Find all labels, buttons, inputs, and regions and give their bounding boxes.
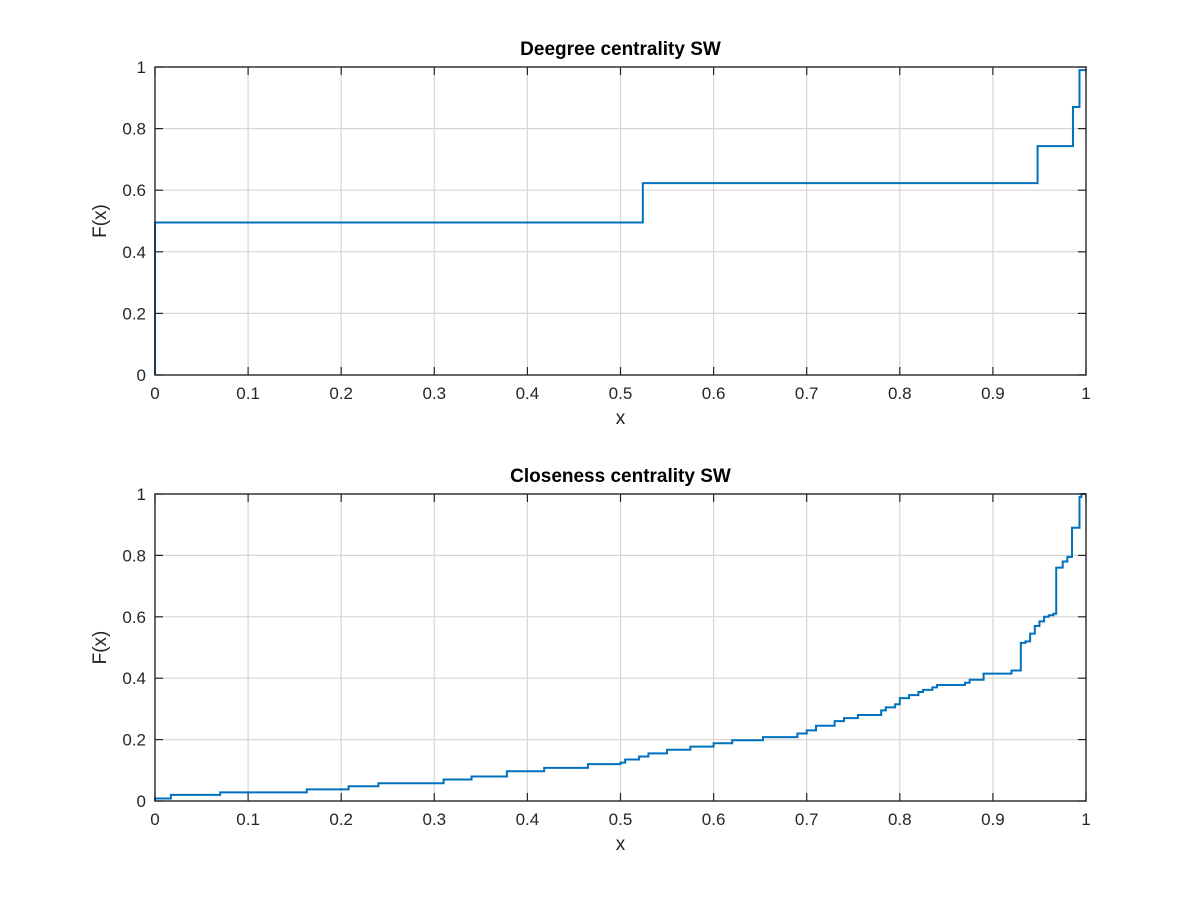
- x-tick-label: 0.8: [888, 810, 912, 829]
- plot-title: Deegree centrality SW: [520, 39, 721, 60]
- grid: [155, 67, 1086, 375]
- ticks: [154, 493, 1087, 802]
- x-tick-label: 0.6: [702, 384, 726, 403]
- x-tick-label: 0.8: [888, 384, 912, 403]
- y-tick-label: 0.2: [122, 731, 146, 750]
- x-tick-label: 0.7: [795, 810, 819, 829]
- x-tick-label: 0.4: [516, 810, 540, 829]
- x-tick-label: 0: [150, 384, 159, 403]
- y-tick-labels: 0 0.2 0.4 0.6 0.8 1: [122, 485, 146, 811]
- ticks: [154, 66, 1087, 376]
- x-tick-label: 0.7: [795, 384, 819, 403]
- x-tick-labels: 0 0.1 0.2 0.3 0.4 0.5 0.6 0.7 0.8 0.9 1: [150, 384, 1090, 403]
- x-tick-label: 1: [1081, 384, 1090, 403]
- y-tick-label: 1: [137, 58, 146, 77]
- ecdf-line: [154, 69, 1086, 375]
- y-tick-label: 0: [137, 366, 146, 385]
- x-tick-label: 0.3: [422, 810, 446, 829]
- y-tick-label: 0.6: [122, 608, 146, 627]
- x-tick-label: 0.6: [702, 810, 726, 829]
- y-tick-label: 0.6: [122, 181, 146, 200]
- x-tick-label: 1: [1081, 810, 1090, 829]
- x-tick-label: 0.5: [609, 384, 633, 403]
- x-tick-label: 0.2: [329, 810, 353, 829]
- degree-centrality-plot: 0 0.1 0.2 0.3 0.4 0.5 0.6 0.7 0.8 0.9 1 0 0.2 0.4 0.6…: [90, 39, 1091, 429]
- x-tick-label: 0.9: [981, 810, 1005, 829]
- x-tick-label: 0.3: [422, 384, 446, 403]
- y-tick-label: 0.8: [122, 120, 146, 139]
- y-axis-label: F(x): [90, 631, 111, 665]
- y-tick-label: 0.2: [122, 304, 146, 323]
- ecdf-line: [154, 493, 1086, 801]
- y-tick-label: 1: [137, 485, 146, 504]
- x-tick-labels: 0 0.1 0.2 0.3 0.4 0.5 0.6 0.7 0.8 0.9 1: [150, 810, 1090, 829]
- closeness-centrality-plot: 0 0.1 0.2 0.3 0.4 0.5 0.6 0.7 0.8 0.9 1 0 0.2 0.4 0.6…: [90, 466, 1091, 855]
- plot-title: Closeness centrality SW: [510, 466, 731, 487]
- y-tick-labels: 0 0.2 0.4 0.6 0.8 1: [122, 58, 146, 385]
- x-axis-label: x: [616, 408, 626, 429]
- x-tick-label: 0.1: [236, 384, 260, 403]
- x-tick-label: 0: [150, 810, 159, 829]
- y-tick-label: 0.4: [122, 669, 146, 688]
- y-tick-label: 0.4: [122, 243, 146, 262]
- grid: [155, 494, 1086, 801]
- x-tick-label: 0.1: [236, 810, 260, 829]
- x-tick-label: 0.2: [329, 384, 353, 403]
- y-tick-label: 0: [137, 792, 146, 811]
- x-tick-label: 0.9: [981, 384, 1005, 403]
- x-axis-label: x: [616, 834, 626, 855]
- y-axis-label: F(x): [90, 204, 111, 238]
- x-tick-label: 0.4: [516, 384, 540, 403]
- y-tick-label: 0.8: [122, 546, 146, 565]
- x-tick-label: 0.5: [609, 810, 633, 829]
